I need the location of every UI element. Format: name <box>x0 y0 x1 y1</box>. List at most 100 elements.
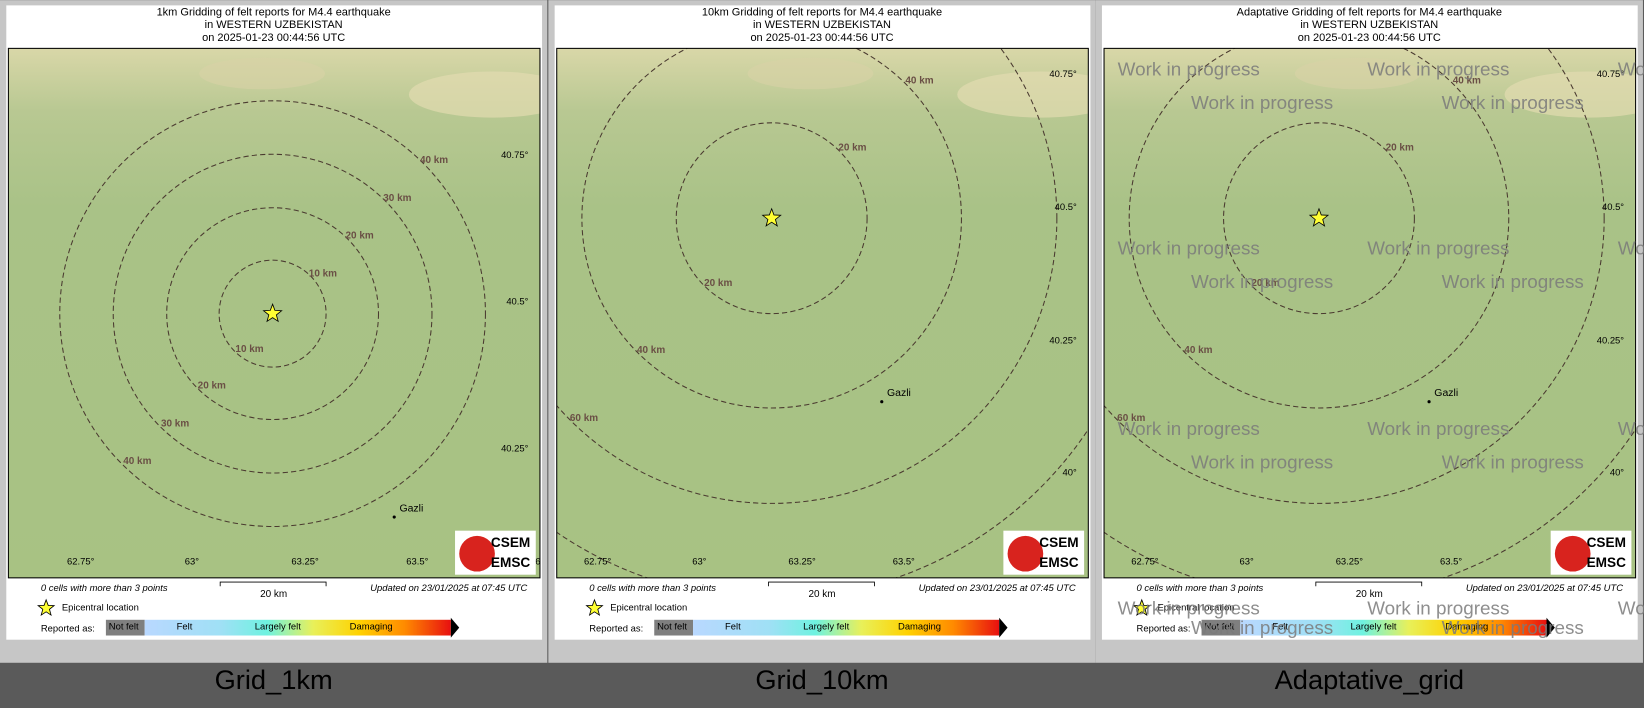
lat-label: 40° <box>1610 466 1624 477</box>
distance-ring <box>556 48 1058 504</box>
lon-label: 63.25° <box>291 556 319 567</box>
epicenter-star <box>1308 207 1330 227</box>
lon-label: 63.25° <box>1336 556 1364 567</box>
scale-gradient <box>693 619 1000 636</box>
lat-label: 40.5° <box>1602 201 1624 212</box>
city-dot <box>392 515 396 519</box>
watermark: Work in progress <box>1118 58 1260 79</box>
scale-gradient <box>144 619 451 636</box>
legend-label: Largely felt <box>803 621 849 632</box>
ring-label: 20 km <box>1386 143 1414 154</box>
scale-arrow <box>1546 617 1555 638</box>
map-title: on 2025-01-23 00:44:56 UTC <box>750 32 893 44</box>
legend-label: Felt <box>177 621 193 632</box>
scale-notfelt <box>654 619 694 636</box>
terrain <box>556 48 1089 578</box>
lon-label: 62.75° <box>1131 556 1159 567</box>
lat-label: 40.5° <box>1055 201 1077 212</box>
lon-label: 63° <box>185 556 199 567</box>
ring-label: 10 km <box>309 268 337 279</box>
epicenter-star <box>761 207 782 227</box>
lat-label: 40.5° <box>506 296 528 307</box>
lat-label: 40.25° <box>501 442 529 453</box>
scale-bar <box>1315 581 1423 587</box>
relief <box>1294 57 1421 90</box>
map-border <box>7 47 541 579</box>
ring-label: 60 km <box>1117 413 1145 424</box>
legend-label: Damaging <box>1445 621 1488 632</box>
lat-label: 40.75° <box>1049 68 1077 79</box>
watermark: Work in progress <box>1118 238 1260 259</box>
lon-label: 63.25° <box>788 556 816 567</box>
scale-arrow <box>999 617 1008 638</box>
ring-label: 20 km <box>1251 278 1279 289</box>
legend-label: Largely felt <box>1350 621 1396 632</box>
panel-caption: Grid_10km <box>755 664 888 695</box>
watermark: Work in progress <box>1442 92 1584 113</box>
watermark: Work in progress <box>1118 418 1260 439</box>
distance-ring <box>112 153 433 474</box>
lon-label: 63.5° <box>1440 556 1462 567</box>
relief <box>957 71 1089 118</box>
ring-label: 20 km <box>838 143 866 154</box>
watermark: Work in progress <box>1367 238 1509 259</box>
legend-label: Damaging <box>350 621 393 632</box>
scale-notfelt <box>1201 619 1241 636</box>
legend-star <box>1132 598 1151 617</box>
watermark: Work in progress <box>1442 271 1584 292</box>
legend-label: Felt <box>725 621 741 632</box>
city-label: Gazli <box>399 503 423 514</box>
scale-notfelt <box>105 619 145 636</box>
cells-note: 0 cells with more than 3 points <box>41 582 168 593</box>
reported-label: Reported as: <box>41 623 95 634</box>
updated-note: Updated on 23/01/2025 at 07:45 UTC <box>1466 582 1623 593</box>
logo-text: EMSC <box>1039 555 1079 570</box>
lon-label: 63.5° <box>893 556 915 567</box>
distance-ring <box>675 122 868 315</box>
distance-ring <box>59 100 486 527</box>
map-title: on 2025-01-23 00:44:56 UTC <box>202 32 345 44</box>
watermark: Work in progress <box>1191 92 1333 113</box>
epicenter-label: Epicentral location <box>610 602 687 613</box>
ring-label: 20 km <box>704 278 732 289</box>
lat-label: 40.25° <box>1597 334 1625 345</box>
terrain <box>1104 48 1636 578</box>
distance-ring <box>166 207 380 421</box>
map-title: in WESTERN UZBEKISTAN <box>205 19 343 31</box>
map <box>1104 48 1636 578</box>
legend-label: Not felt <box>109 621 139 632</box>
legend-label: Felt <box>1272 621 1288 632</box>
epicenter-star <box>262 302 283 323</box>
relief <box>199 57 326 90</box>
city-dot <box>880 400 884 404</box>
watermark: Work in progress <box>1442 452 1584 473</box>
map-title: in WESTERN UZBEKISTAN <box>1300 19 1438 31</box>
scale-label: 20 km <box>1356 589 1383 600</box>
legend-label: Not felt <box>657 621 687 632</box>
ring-label: 10 km <box>235 344 263 355</box>
ring-label: 30 km <box>383 193 411 204</box>
legend-star <box>585 598 604 617</box>
scale-bar <box>219 581 327 587</box>
ring-label: 20 km <box>198 381 226 392</box>
watermark: Work in progress <box>1618 597 1644 618</box>
panel-caption: Adaptative_grid <box>1275 664 1464 695</box>
map-border <box>1103 47 1637 579</box>
legend-label: Largely felt <box>255 621 301 632</box>
map <box>8 48 540 578</box>
watermark: Work in progress <box>1618 238 1644 259</box>
logo-text: CSEM <box>1039 535 1078 550</box>
map-title: Adaptative Gridding of felt reports for … <box>1237 7 1502 19</box>
city-label: Gazli <box>887 388 911 399</box>
scale-arrow <box>450 617 460 638</box>
panel-caption: Grid_1km <box>215 664 333 695</box>
reported-label: Reported as: <box>589 623 643 634</box>
ring-label: 40 km <box>1453 75 1481 86</box>
logo-globe <box>1554 535 1591 572</box>
lon-label: 63.5° <box>406 556 428 567</box>
ring-label: 40 km <box>905 75 933 86</box>
scale-label: 20 km <box>808 589 835 600</box>
lon-label: 63° <box>692 556 706 567</box>
cells-note: 0 cells with more than 3 points <box>589 582 716 593</box>
legend-label: Not felt <box>1204 621 1234 632</box>
